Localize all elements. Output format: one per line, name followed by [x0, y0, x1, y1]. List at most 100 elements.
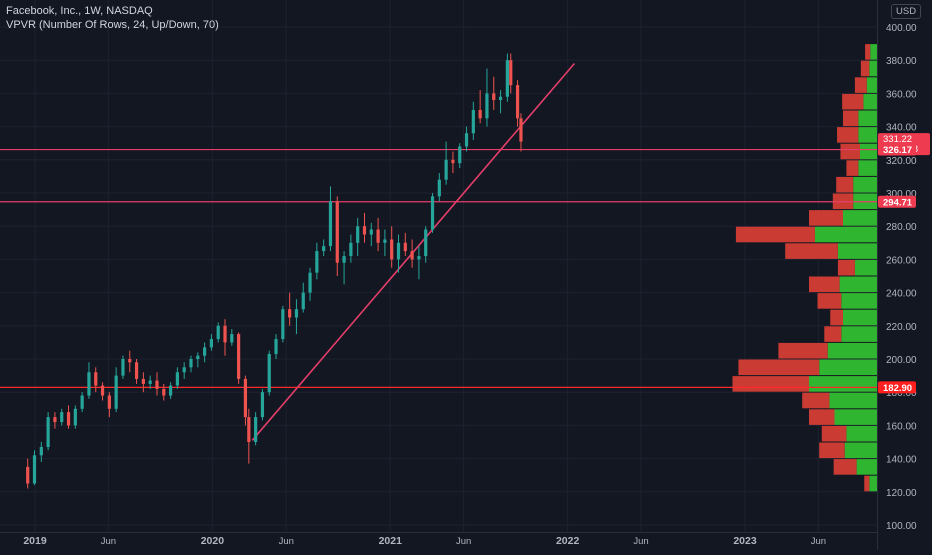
- volume-bar-up[interactable]: [834, 409, 878, 425]
- level-price-label-bg[interactable]: [878, 143, 916, 156]
- volume-bar-up[interactable]: [841, 326, 877, 342]
- candle-body[interactable]: [424, 229, 428, 257]
- volume-bar-down[interactable]: [817, 293, 842, 309]
- volume-bar-up[interactable]: [827, 342, 877, 359]
- volume-bar-up[interactable]: [854, 259, 877, 276]
- candle-body[interactable]: [451, 159, 455, 164]
- candle[interactable]: [189, 355, 193, 373]
- volume-bar-up[interactable]: [844, 442, 877, 459]
- volume-bar-down[interactable]: [735, 226, 815, 243]
- candle-body[interactable]: [267, 354, 271, 393]
- candle-body[interactable]: [410, 251, 414, 260]
- volume-bar-down[interactable]: [864, 475, 870, 492]
- price-axis[interactable]: 100.00 120.00 140.00 160.00 180.00 200.00 220.…: [877, 0, 918, 550]
- candle[interactable]: [32, 450, 37, 486]
- candle[interactable]: [237, 332, 241, 384]
- candle[interactable]: [223, 319, 227, 356]
- volume-bar-down[interactable]: [819, 442, 845, 459]
- volume-bar-down[interactable]: [836, 176, 854, 193]
- volume-bar-down[interactable]: [840, 143, 860, 160]
- candle-body[interactable]: [356, 226, 360, 243]
- time-axis-tick-label[interactable]: 2020: [201, 535, 225, 547]
- candle[interactable]: [451, 151, 455, 174]
- volume-bar-down[interactable]: [778, 342, 828, 359]
- candle[interactable]: [424, 226, 428, 263]
- candle[interactable]: [148, 375, 152, 389]
- price-axis-tick-label[interactable]: 280.00: [886, 222, 917, 233]
- volume-bar-up[interactable]: [829, 392, 877, 409]
- candle[interactable]: [492, 76, 496, 110]
- time-axis-tick-label[interactable]: Jun: [101, 536, 116, 547]
- candle-body[interactable]: [155, 380, 159, 389]
- candle-body[interactable]: [515, 85, 520, 119]
- candle-body[interactable]: [274, 339, 278, 355]
- price-axis-tick-label[interactable]: 160.00: [886, 421, 917, 432]
- candle-body[interactable]: [53, 417, 57, 423]
- candle[interactable]: [308, 267, 312, 301]
- candle-body[interactable]: [32, 455, 37, 484]
- candle-body[interactable]: [209, 339, 214, 348]
- volume-bar-down[interactable]: [809, 409, 835, 425]
- candle-body[interactable]: [60, 412, 64, 423]
- candlesticks[interactable]: [26, 53, 523, 489]
- candle[interactable]: [209, 334, 214, 351]
- candle[interactable]: [155, 372, 159, 396]
- candle[interactable]: [254, 412, 258, 446]
- horizontal-levels[interactable]: [0, 148, 877, 388]
- candle-body[interactable]: [26, 466, 30, 484]
- time-axis-tick-label[interactable]: Jun: [633, 536, 648, 547]
- candle-body[interactable]: [281, 309, 285, 340]
- candle[interactable]: [94, 367, 98, 393]
- volume-bar-up[interactable]: [869, 60, 877, 77]
- candle-body[interactable]: [39, 446, 43, 456]
- volume-bar-down[interactable]: [837, 127, 859, 143]
- volume-bar-up[interactable]: [841, 293, 877, 309]
- candle[interactable]: [437, 173, 441, 202]
- volume-bar-down[interactable]: [824, 326, 842, 342]
- candle[interactable]: [114, 367, 118, 413]
- time-axis-tick-label[interactable]: 2023: [733, 535, 757, 547]
- candle[interactable]: [509, 53, 513, 94]
- time-axis-tick-label[interactable]: 2022: [556, 535, 580, 547]
- chart-legend[interactable]: Facebook, Inc., 1W, NASDAQ VPVR (Number …: [6, 4, 219, 32]
- volume-bar-down[interactable]: [738, 359, 820, 376]
- candle[interactable]: [515, 80, 520, 127]
- candle[interactable]: [498, 90, 503, 114]
- volume-bar-down[interactable]: [802, 392, 830, 409]
- volume-bar-down[interactable]: [809, 210, 843, 226]
- candle[interactable]: [168, 382, 173, 399]
- volume-bar-down[interactable]: [860, 60, 870, 77]
- candle[interactable]: [53, 412, 57, 429]
- candle-body[interactable]: [403, 242, 407, 252]
- candle[interactable]: [383, 229, 387, 257]
- candle[interactable]: [315, 242, 319, 280]
- candle-body[interactable]: [342, 256, 346, 263]
- time-axis-tick-label[interactable]: 2021: [379, 535, 403, 547]
- candle-body[interactable]: [349, 242, 353, 257]
- symbol-title[interactable]: Facebook, Inc., 1W, NASDAQ: [6, 5, 153, 17]
- volume-bar-down[interactable]: [842, 93, 864, 110]
- candle[interactable]: [80, 392, 84, 413]
- candle[interactable]: [471, 101, 475, 140]
- candle-body[interactable]: [148, 380, 152, 384]
- candle-body[interactable]: [175, 372, 179, 386]
- volume-bar-up[interactable]: [870, 44, 877, 60]
- price-axis-tick-label[interactable]: 120.00: [886, 488, 917, 499]
- candle-body[interactable]: [308, 272, 312, 293]
- candle-body[interactable]: [107, 395, 111, 409]
- candle[interactable]: [26, 458, 30, 489]
- candle-body[interactable]: [369, 229, 373, 235]
- candle[interactable]: [485, 68, 489, 127]
- level-price-label[interactable]: 326.17: [883, 145, 912, 156]
- candle[interactable]: [444, 141, 448, 185]
- candle-body[interactable]: [134, 362, 139, 379]
- candle-body[interactable]: [100, 385, 105, 396]
- candle-body[interactable]: [471, 110, 475, 134]
- candle-body[interactable]: [243, 378, 248, 418]
- volume-bar-up[interactable]: [837, 243, 877, 259]
- candle-body[interactable]: [492, 93, 496, 101]
- candle-body[interactable]: [247, 417, 251, 442]
- candle[interactable]: [66, 405, 71, 429]
